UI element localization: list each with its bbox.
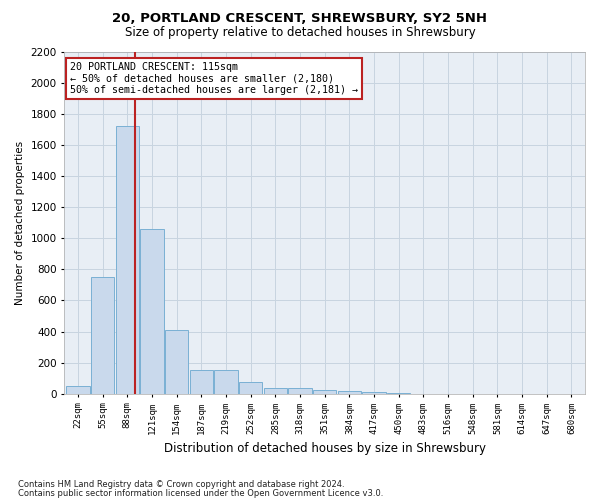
Bar bbox=[313, 390, 337, 394]
Bar bbox=[140, 229, 164, 394]
Bar bbox=[289, 388, 312, 394]
Bar bbox=[338, 390, 361, 394]
Text: 20, PORTLAND CRESCENT, SHREWSBURY, SY2 5NH: 20, PORTLAND CRESCENT, SHREWSBURY, SY2 5… bbox=[113, 12, 487, 26]
Bar bbox=[214, 370, 238, 394]
Bar bbox=[66, 386, 90, 394]
Bar bbox=[91, 277, 115, 394]
Bar bbox=[239, 382, 262, 394]
Y-axis label: Number of detached properties: Number of detached properties bbox=[15, 140, 25, 304]
Text: Contains public sector information licensed under the Open Government Licence v3: Contains public sector information licen… bbox=[18, 488, 383, 498]
Text: Contains HM Land Registry data © Crown copyright and database right 2024.: Contains HM Land Registry data © Crown c… bbox=[18, 480, 344, 489]
Bar bbox=[190, 370, 213, 394]
Bar bbox=[263, 388, 287, 394]
Bar bbox=[362, 392, 386, 394]
X-axis label: Distribution of detached houses by size in Shrewsbury: Distribution of detached houses by size … bbox=[164, 442, 486, 455]
Bar bbox=[116, 126, 139, 394]
Text: Size of property relative to detached houses in Shrewsbury: Size of property relative to detached ho… bbox=[125, 26, 475, 39]
Bar bbox=[165, 330, 188, 394]
Text: 20 PORTLAND CRESCENT: 115sqm
← 50% of detached houses are smaller (2,180)
50% of: 20 PORTLAND CRESCENT: 115sqm ← 50% of de… bbox=[70, 62, 358, 95]
